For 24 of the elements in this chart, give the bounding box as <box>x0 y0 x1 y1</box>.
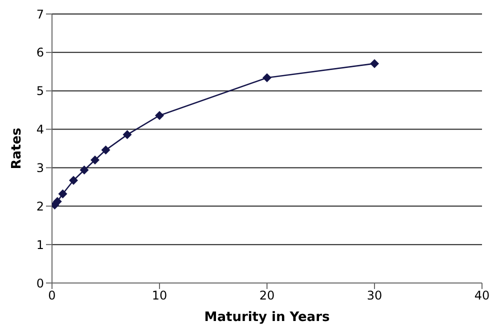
y-tick-label: 1 <box>36 238 44 252</box>
y-tick-label: 0 <box>36 276 44 290</box>
y-tick-label: 2 <box>36 199 44 214</box>
y-axis-title: Rates <box>10 127 25 170</box>
y-tick-label: 4 <box>36 122 44 137</box>
x-axis-title: Maturity in Years <box>204 310 330 325</box>
point <box>90 156 100 165</box>
x-tick-label: 20 <box>259 288 275 303</box>
point <box>122 130 132 140</box>
x-tick-label: 0 <box>48 288 56 303</box>
point <box>155 110 164 120</box>
y-tick-label: 6 <box>36 46 44 60</box>
point <box>262 73 272 82</box>
point <box>69 176 78 185</box>
point <box>58 189 68 198</box>
y-tick-label: 5 <box>36 84 44 98</box>
x-tick-label: 10 <box>152 288 168 303</box>
x-tick-label: 40 <box>474 288 490 303</box>
point <box>370 59 379 68</box>
y-tick-label: 7 <box>36 7 44 22</box>
x-tick-label: 30 <box>366 288 382 303</box>
point <box>80 166 89 175</box>
y-tick-label: 3 <box>36 160 44 175</box>
point <box>101 146 110 155</box>
